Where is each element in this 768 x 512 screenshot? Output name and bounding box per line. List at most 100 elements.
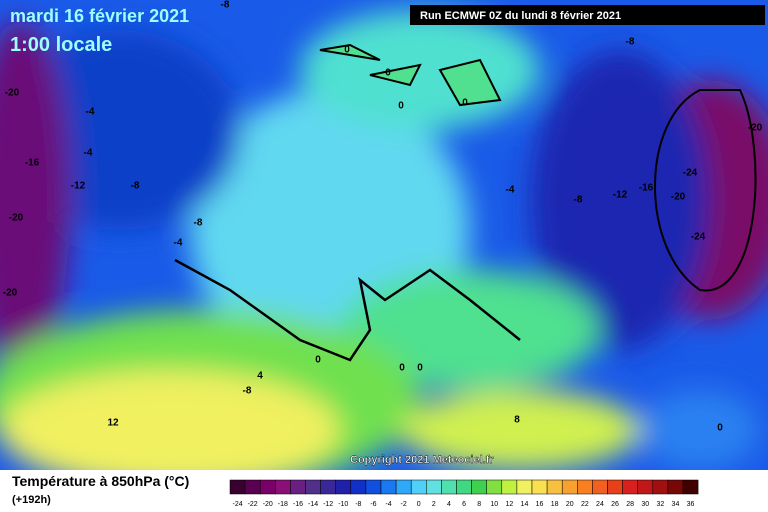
legend-swatch — [320, 479, 336, 495]
contour-label: 0 — [315, 355, 321, 366]
contour-label: 4 — [257, 371, 263, 382]
legend-tick-label: -20 — [263, 501, 273, 508]
legend-tick-label: 24 — [596, 501, 604, 508]
contour-label: -20 — [748, 123, 763, 134]
legend-tick-label: -18 — [278, 501, 288, 508]
legend-tick-label: 4 — [447, 501, 451, 508]
contour-label: 0 — [462, 98, 468, 109]
contour-label: 0 — [717, 423, 723, 434]
contour-label: -16 — [639, 183, 654, 194]
legend-tick-label: -22 — [248, 501, 258, 508]
legend-swatch — [622, 479, 638, 495]
legend-tick-label: -4 — [385, 501, 391, 508]
legend-swatch — [516, 479, 533, 495]
legend-tick-label: 14 — [521, 501, 529, 508]
copyright: Copyright 2021 Meteociel.fr — [350, 454, 494, 466]
legend-swatch — [667, 479, 684, 495]
run-banner — [410, 5, 765, 25]
legend-tick-label: 26 — [611, 501, 619, 508]
legend-tick-label: 8 — [477, 501, 481, 508]
contour-label: 0 — [399, 363, 405, 374]
legend-swatch — [592, 479, 608, 495]
contour-label: -12 — [613, 190, 628, 201]
contour-label: -8 — [243, 386, 252, 397]
legend-tick-label: -8 — [355, 501, 361, 508]
legend-tick-label: -10 — [338, 501, 348, 508]
legend-subtitle: (+192h) — [12, 494, 51, 506]
legend-swatch — [305, 479, 321, 495]
legend-swatch — [441, 479, 457, 495]
legend-tick-label: 2 — [432, 501, 436, 508]
contour-label: -4 — [86, 107, 95, 118]
contour-label: -24 — [691, 232, 706, 243]
legend-tick-label: 16 — [536, 501, 544, 508]
legend-tick-label: 18 — [551, 501, 559, 508]
legend-title: Température à 850hPa (°C) — [12, 473, 189, 489]
legend-swatch — [607, 479, 623, 495]
contour-label: -4 — [84, 148, 93, 159]
contour-label: -8 — [221, 0, 230, 11]
legend-swatch — [456, 479, 472, 495]
legend-swatch — [365, 479, 382, 495]
contour-label: -8 — [131, 181, 140, 192]
legend-tick-label: 6 — [462, 501, 466, 508]
contour-label: 0 — [385, 68, 391, 79]
contour-label: 8 — [514, 415, 520, 426]
legend-tick-label: 10 — [490, 501, 498, 508]
legend-tick-label: 32 — [656, 501, 664, 508]
legend-tick-label: -24 — [232, 501, 242, 508]
contour-label: -20 — [671, 192, 686, 203]
contour-label: -24 — [683, 168, 698, 179]
contour-label: -20 — [5, 88, 20, 99]
contour-label: 0 — [344, 45, 350, 56]
legend-tick-label: -6 — [370, 501, 376, 508]
legend-tick-label: 0 — [417, 501, 421, 508]
legend-swatch — [275, 479, 291, 495]
contour-label: 0 — [417, 363, 423, 374]
local-time: 1:00 locale — [10, 34, 112, 56]
legend-swatch — [682, 479, 699, 495]
legend-swatch — [244, 479, 261, 495]
legend-swatch — [637, 479, 654, 495]
legend-swatch — [531, 479, 548, 495]
contour-label: -4 — [506, 185, 515, 196]
legend-swatch — [380, 479, 397, 495]
legend-tick-label: -16 — [293, 501, 303, 508]
legend-swatch — [426, 479, 442, 495]
temperature-field — [0, 0, 768, 490]
legend-swatch — [290, 479, 306, 495]
legend-swatch — [335, 479, 352, 495]
legend-tick-label: 34 — [672, 501, 680, 508]
contour-label: -8 — [574, 195, 583, 206]
legend-swatch — [486, 479, 503, 495]
legend-swatch — [501, 479, 518, 495]
contour-label: -16 — [25, 158, 40, 169]
legend-tick-label: 22 — [581, 501, 589, 508]
legend-swatch — [546, 479, 563, 495]
contour-label: 12 — [107, 418, 119, 429]
contour-label: 0 — [398, 101, 404, 112]
legend-swatch — [561, 479, 578, 495]
legend-tick-label: -12 — [323, 501, 333, 508]
run-info: Run ECMWF 0Z du lundi 8 février 2021 — [420, 10, 621, 22]
legend-tick-label: -2 — [401, 501, 407, 508]
legend-swatch — [229, 479, 246, 495]
legend-tick-label: 12 — [505, 501, 513, 508]
contour-label: -20 — [3, 288, 18, 299]
legend-swatch — [471, 479, 487, 495]
legend-swatch — [410, 479, 427, 495]
contour-label: -12 — [71, 181, 86, 192]
legend-swatch — [577, 479, 593, 495]
legend-swatch — [395, 479, 412, 495]
contour-label: -20 — [9, 213, 24, 224]
date: mardi 16 février 2021 — [10, 6, 189, 26]
legend-tick-label: 20 — [566, 501, 574, 508]
legend-swatch — [350, 479, 367, 495]
legend-swatch — [652, 479, 669, 495]
legend-tick-label: 30 — [641, 501, 649, 508]
legend-tick-label: -14 — [308, 501, 318, 508]
contour-label: -8 — [194, 218, 203, 229]
legend-tick-label: 28 — [626, 501, 634, 508]
